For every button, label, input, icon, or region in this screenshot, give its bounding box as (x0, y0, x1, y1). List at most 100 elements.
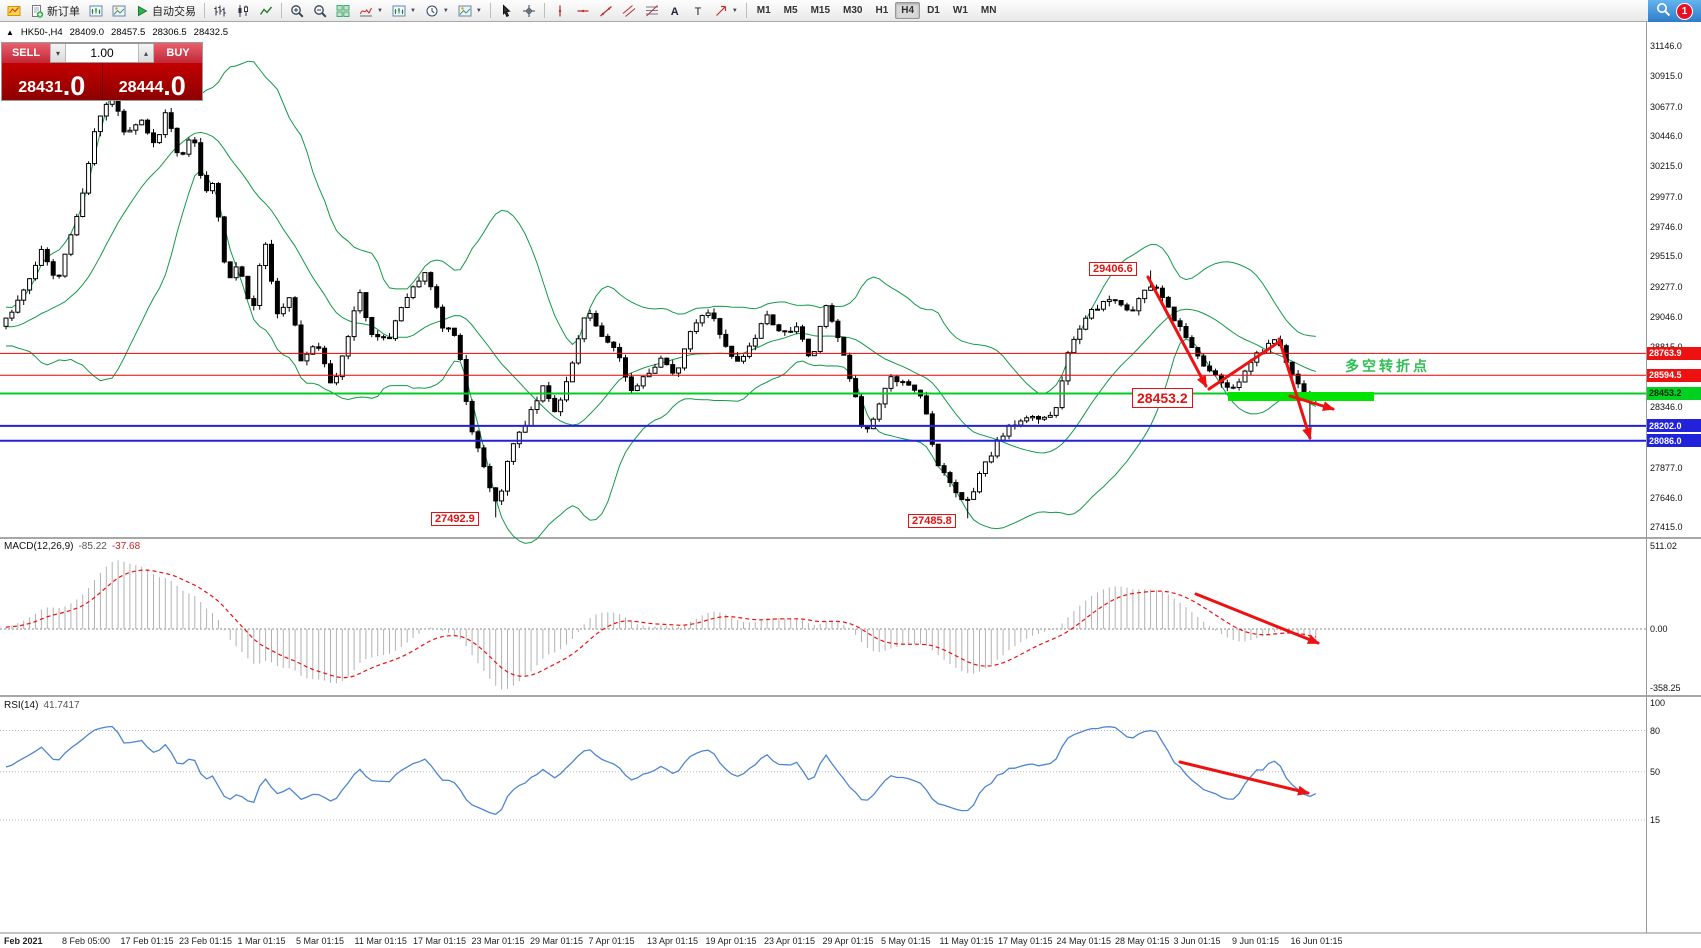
bar-chart-icon[interactable] (209, 1, 231, 20)
tile-windows-icon[interactable] (332, 1, 354, 20)
toolbar-separator (204, 3, 205, 18)
price-annotation-label[interactable]: 27485.8 (908, 514, 956, 528)
date-axis-label: 13 Apr 01:15 (647, 936, 699, 946)
line-chart-icon[interactable] (255, 1, 277, 20)
label-icon: T (691, 4, 705, 18)
timeframe-m1[interactable]: M1 (756, 5, 771, 16)
horizontal-line-icon[interactable] (572, 1, 594, 20)
zoom-out-icon[interactable] (309, 1, 331, 20)
timeframe-w1[interactable]: W1 (952, 5, 968, 16)
timeframe-m30[interactable]: M30 (843, 5, 863, 16)
new-order-button[interactable]: 新订单 (26, 1, 84, 20)
label-icon[interactable]: T (687, 1, 709, 20)
vertical-line-icon (553, 4, 567, 18)
date-axis-label: 11 May 01:15 (939, 936, 994, 946)
dropdown-caret-icon: ▼ (377, 7, 383, 14)
date-axis-label: 11 Mar 01:15 (354, 936, 407, 946)
fibonacci-icon[interactable] (641, 1, 663, 20)
trendline-icon[interactable] (595, 1, 617, 20)
zoom-out-icon (313, 4, 327, 18)
zoom-in-icon (290, 4, 304, 18)
price-axis-label: 27646.0 (1650, 492, 1683, 503)
chart-note-text[interactable]: 多空转折点 (1345, 358, 1430, 374)
cursor-icon (499, 3, 513, 18)
trend-arrows[interactable] (1146, 275, 1335, 796)
volume-input[interactable]: 1.00 (90, 46, 114, 60)
date-axis-label: 16 Jun 01:15 (1290, 936, 1343, 946)
timeframe-m15[interactable]: M15 (810, 5, 831, 16)
app-icon (3, 1, 25, 20)
macd-indicator-label: MACD(12,26,9) -85.22 -37.68 (4, 541, 141, 552)
sell-button[interactable]: SELL (2, 43, 50, 63)
price-annotation-label[interactable]: 28453.2 (1132, 388, 1193, 408)
ohlc-open: 28409.0 (69, 27, 104, 38)
price-axis-label: 28815.0 (1650, 342, 1683, 352)
indicators-icon (359, 4, 373, 18)
buy-button[interactable]: BUY (154, 43, 202, 63)
app-icon (7, 4, 21, 18)
date-axis-label: Feb 2021 (4, 936, 43, 946)
candlesticks (3, 97, 1319, 519)
notification-badge[interactable]: 1 (1676, 2, 1693, 20)
indicators-icon[interactable]: ▼ (355, 1, 387, 20)
macd-axis-label: -358.25 (1650, 682, 1681, 693)
timeframe-m5[interactable]: M5 (783, 5, 798, 16)
price-axis-label: 30677.0 (1650, 101, 1683, 112)
crosshair-icon[interactable] (518, 1, 540, 20)
price-annotation-label[interactable]: 29406.6 (1089, 262, 1137, 276)
highlight-bar[interactable] (1228, 392, 1374, 401)
auto-trading-icon (135, 4, 149, 18)
cursor-icon[interactable] (495, 1, 517, 20)
new-chart-icon (392, 4, 406, 18)
text-icon[interactable]: A (664, 1, 686, 20)
date-axis-label: 23 Apr 01:15 (764, 936, 816, 946)
new-chart-icon[interactable]: ▼ (388, 1, 420, 20)
symbol-ohlc-header: ▲ HK50-,H4 28409.0 28457.5 28306.5 28432… (6, 27, 228, 38)
search-icon[interactable] (1656, 2, 1671, 20)
fibonacci-icon (645, 4, 659, 18)
templates-icon (458, 4, 472, 18)
dropdown-caret-icon: ▼ (475, 7, 482, 14)
zoom-in-icon[interactable] (286, 1, 308, 20)
candlestick-chart-icon[interactable] (232, 1, 254, 20)
arrows-icon[interactable]: ▼ (710, 1, 742, 20)
templates-icon[interactable]: ▼ (454, 1, 486, 20)
timeframe-h1[interactable]: H1 (875, 5, 889, 16)
vertical-line-icon[interactable] (549, 1, 571, 20)
toolbar-separator (543, 3, 545, 18)
profiles-icon[interactable] (108, 1, 130, 20)
price-axis-label: 30215.0 (1650, 161, 1683, 172)
volume-decrease-button[interactable]: ▾ (50, 44, 66, 62)
timeframe-mn[interactable]: MN (980, 5, 997, 16)
price-axis-label: 27877.0 (1650, 462, 1683, 473)
pane-separators (0, 22, 1701, 934)
timeframe-h4[interactable]: H4 (895, 2, 921, 19)
price-level-tag: 28086.0 (1647, 434, 1701, 448)
svg-text:A: A (671, 6, 679, 18)
date-axis-label: 19 Apr 01:15 (705, 936, 757, 946)
toolbar-separator (281, 3, 282, 18)
auto-trading-button[interactable]: 自动交易 (131, 1, 200, 20)
price-annotation-label[interactable]: 27492.9 (431, 512, 479, 526)
equidistant-channel-icon[interactable] (618, 1, 640, 20)
volume-increase-button[interactable]: ▴ (138, 44, 154, 62)
macd-axis-label: 511.02 (1650, 540, 1677, 551)
chart-window-icon[interactable] (85, 1, 107, 20)
macd-axis-label: 0.00 (1650, 624, 1668, 634)
volume-control: ▾ 1.00 ▴ (50, 43, 154, 63)
price-level-tag: 28594.5 (1647, 368, 1701, 382)
toolbar-separator (745, 3, 747, 18)
price-axis-label: 30915.0 (1650, 70, 1683, 81)
dropdown-caret-icon: ▼ (409, 7, 416, 14)
ask-price: 28444.0 (101, 63, 203, 100)
rsi-axis-label: 15 (1650, 814, 1661, 825)
ohlc-high: 28457.5 (110, 27, 146, 38)
chart-window-icon (89, 4, 103, 18)
toolbar-search-area[interactable]: 1 (1648, 0, 1701, 22)
periods-icon[interactable]: ▼ (421, 1, 453, 20)
price-level-tag: 28763.9 (1647, 346, 1701, 360)
timeframe-d1[interactable]: D1 (927, 5, 940, 16)
symbol-name: HK50-,H4 (20, 27, 63, 38)
new-order-icon (30, 4, 44, 18)
